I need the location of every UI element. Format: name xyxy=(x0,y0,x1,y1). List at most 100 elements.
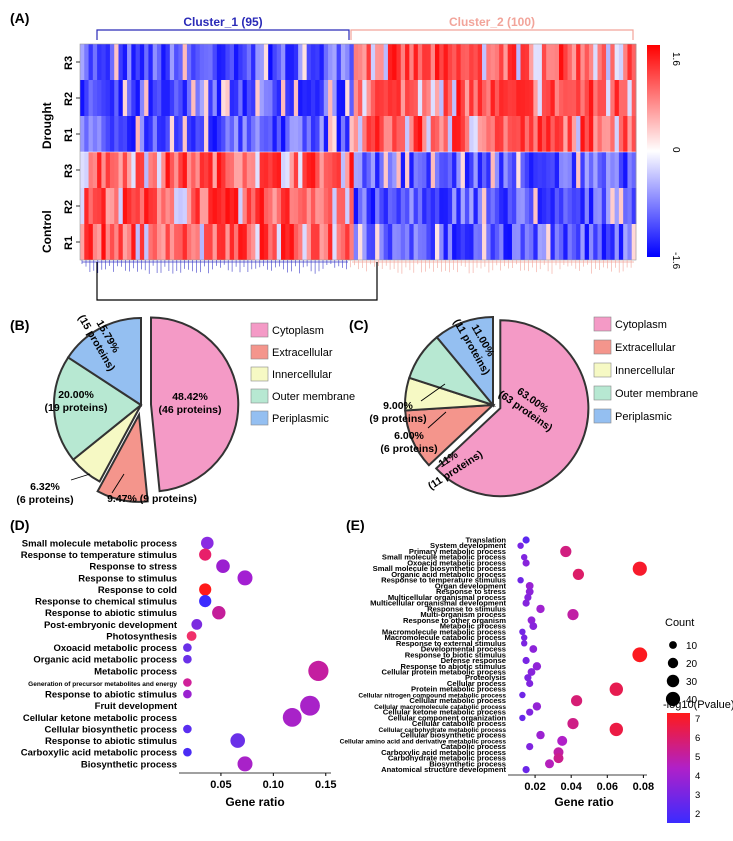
heatmap-cell xyxy=(101,224,107,260)
heatmap-border xyxy=(79,43,637,261)
heatmap-cell xyxy=(503,152,509,188)
dot xyxy=(300,695,320,716)
heatmap-cell xyxy=(285,152,290,188)
heatmap-cell xyxy=(122,44,128,80)
pie-label-percent: 48.42% xyxy=(172,391,208,403)
pie-slice xyxy=(96,411,149,503)
term-label: Response to stimulus xyxy=(427,604,506,613)
heatmap-cell xyxy=(251,152,256,188)
heatmap-cell xyxy=(618,224,624,260)
heatmap-cell xyxy=(268,188,273,224)
heatmap-cell xyxy=(293,152,299,188)
heatmap-row-label: R1 xyxy=(63,236,75,250)
heatmap-cell xyxy=(439,152,444,188)
heatmap-cell xyxy=(349,44,355,80)
heatmap-cell xyxy=(101,188,107,224)
heatmap-cell xyxy=(413,80,419,116)
heatmap-cell xyxy=(118,188,124,224)
heatmap-cell xyxy=(392,80,397,116)
heatmap-cell xyxy=(623,152,628,188)
heatmap-cell xyxy=(302,188,308,224)
heatmap-cell xyxy=(460,116,466,152)
heatmap-cell xyxy=(152,152,158,188)
pie-slice xyxy=(150,316,240,493)
heatmap-cell xyxy=(387,188,393,224)
heatmap-cell xyxy=(97,80,102,116)
heatmap-cell xyxy=(289,152,295,188)
heatmap-cell xyxy=(174,80,179,116)
heatmap-cell xyxy=(563,116,568,152)
heatmap-cell xyxy=(349,152,355,188)
heatmap-cell xyxy=(127,152,132,188)
heatmap-cell xyxy=(434,116,440,152)
heatmap-cell xyxy=(563,152,568,188)
heatmap-cell xyxy=(268,80,273,116)
heatmap-cell xyxy=(152,44,158,80)
heatmap-cell xyxy=(366,188,372,224)
heatmap-cell xyxy=(97,224,102,260)
heatmap-cell xyxy=(263,152,269,188)
legend-label: Extracellular xyxy=(615,342,676,354)
heatmap-cell xyxy=(92,188,98,224)
heatmap-cell xyxy=(383,44,389,80)
heatmap-cell xyxy=(186,224,192,260)
heatmap-cell xyxy=(302,224,308,260)
heatmap-cell xyxy=(580,80,586,116)
heatmap-cell xyxy=(387,80,393,116)
heatmap-cell xyxy=(298,80,303,116)
heatmap-cell xyxy=(161,188,166,224)
heatmap-cell xyxy=(571,188,577,224)
heatmap-cell xyxy=(328,44,333,80)
dot xyxy=(522,656,530,665)
heatmap-cell xyxy=(443,116,449,152)
x-tick-label: 0.04 xyxy=(560,781,582,793)
heatmap-cell xyxy=(156,80,162,116)
heatmap-cell xyxy=(482,116,487,152)
heatmap-cell xyxy=(405,224,410,260)
color-legend-title: -log10(Pvalue) xyxy=(663,699,733,711)
heatmap-cell xyxy=(443,44,449,80)
dot xyxy=(308,660,329,682)
heatmap-cell xyxy=(127,224,132,260)
heatmap-cell xyxy=(276,152,282,188)
heatmap-cell xyxy=(242,116,248,152)
dotplot-e: 0.02 0.04 0.06 0.08 Gene ratio TranslationSys… xyxy=(340,536,654,810)
cluster2-bracket xyxy=(350,29,634,40)
heatmap-cell xyxy=(396,116,402,152)
heatmap-cell xyxy=(516,44,521,80)
heatmap-cell xyxy=(383,80,389,116)
heatmap-cell xyxy=(405,188,410,224)
count-legend-label: 10 xyxy=(686,641,698,652)
heatmap-cell xyxy=(443,188,449,224)
term-label: Catabolic process xyxy=(441,742,506,751)
heatmap-cell xyxy=(332,44,338,80)
heatmap-cell xyxy=(345,152,350,188)
heatmap-cell xyxy=(118,116,124,152)
pie-label-percent: 6.00% xyxy=(394,430,424,442)
heatmap-cell xyxy=(92,224,98,260)
heatmap-cell xyxy=(379,116,385,152)
heatmap-cell xyxy=(131,44,136,80)
heatmap-cell xyxy=(370,188,376,224)
heatmap-cell xyxy=(370,152,376,188)
pie-label-count: (19 proteins) xyxy=(44,402,107,414)
heatmap-cell xyxy=(135,80,141,116)
term-label: Cellular component organization xyxy=(388,713,506,722)
heatmap-cell xyxy=(161,44,166,80)
heatmap-cell xyxy=(298,44,303,80)
cluster1-bracket xyxy=(96,29,350,40)
heatmap-cell xyxy=(606,116,611,152)
heatmap-cell xyxy=(114,188,119,224)
heatmap-cell xyxy=(541,188,547,224)
heatmap-cell xyxy=(370,224,376,260)
legend-label: Outer membrane xyxy=(272,391,355,403)
heatmap-cell xyxy=(413,116,419,152)
heatmap-cell xyxy=(186,188,192,224)
heatmap-cell xyxy=(152,188,158,224)
heatmap-cell xyxy=(584,152,590,188)
heatmap-cell xyxy=(191,188,196,224)
heatmap-cell xyxy=(84,44,89,80)
heatmap-cell xyxy=(499,116,504,152)
term-label: Metabolic process xyxy=(94,666,177,677)
heatmap-cell xyxy=(246,152,252,188)
